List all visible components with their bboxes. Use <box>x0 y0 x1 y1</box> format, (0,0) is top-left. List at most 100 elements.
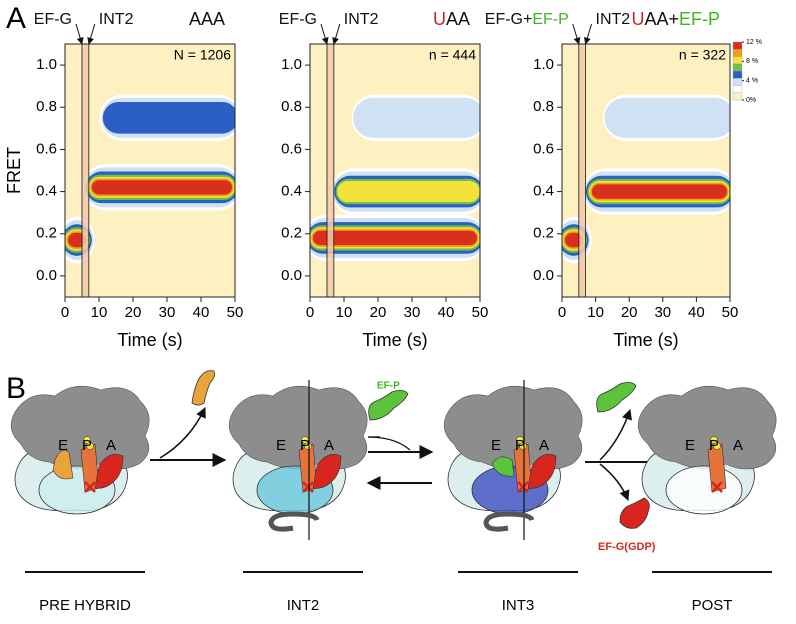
title-part: U <box>433 9 446 29</box>
site-label: P <box>515 437 525 454</box>
annotation: INT2 <box>596 11 631 28</box>
stage-label: INT3 <box>502 597 535 614</box>
annotation-part: EF-G <box>279 11 317 28</box>
chart-title: UAA <box>433 9 470 29</box>
efp-icon <box>368 390 409 421</box>
annotation-arrow <box>87 23 96 45</box>
x-tick-label: 40 <box>193 304 210 321</box>
contour-level <box>68 232 86 248</box>
site-label: E <box>685 437 695 454</box>
colorbar-swatch <box>732 63 743 72</box>
x-tick-label: 50 <box>472 304 489 321</box>
colorbar-swatch <box>732 49 743 57</box>
x-axis-label: Time (s) <box>613 330 678 350</box>
peptide <box>304 442 312 450</box>
plot-frame <box>309 43 481 298</box>
annotation: EF-G <box>34 11 72 28</box>
x-tick-label: 0 <box>558 304 566 321</box>
colorbar-label: 0% <box>746 97 756 104</box>
y-tick-label: 0.0 <box>533 267 554 284</box>
large-subunit <box>637 385 777 470</box>
x-tick-label: 10 <box>587 304 604 321</box>
efg-icon <box>619 497 650 529</box>
x-tick-label: 40 <box>688 304 705 321</box>
arrow <box>367 436 411 451</box>
x-tick-label: 30 <box>654 304 671 321</box>
annotation-part: EF-P <box>532 11 568 28</box>
efp-bound <box>491 456 515 477</box>
panel-label: B <box>6 372 26 405</box>
contour-level <box>313 230 477 246</box>
y-tick-label: 0.2 <box>281 225 302 242</box>
colorbar-swatch <box>732 92 743 101</box>
y-tick-label: 1.0 <box>36 56 57 73</box>
y-tick-label: 0.8 <box>533 98 554 115</box>
x-tick-label: 30 <box>404 304 421 321</box>
arrow <box>599 463 630 501</box>
y-axis-label: FRET <box>4 147 24 194</box>
contour-level <box>102 101 235 134</box>
e-trna <box>52 449 74 480</box>
stage-label: POST <box>692 597 733 614</box>
colorbar-label: 4 % <box>746 78 758 85</box>
annotation-arrow <box>320 23 329 45</box>
rotation <box>268 511 320 532</box>
contour-level <box>591 184 727 199</box>
arrow <box>159 407 206 459</box>
colorbar-swatch <box>732 56 743 64</box>
arrow <box>599 409 632 461</box>
contours <box>310 94 480 262</box>
x-tick-label: 0 <box>306 304 314 321</box>
annotation-arrow <box>572 23 581 45</box>
peptide <box>713 442 721 450</box>
band <box>81 43 90 298</box>
n-label: n = 322 <box>679 47 726 63</box>
site-label: A <box>324 437 334 454</box>
annotation-part: INT2 <box>344 11 379 28</box>
y-tick-label: 1.0 <box>281 56 302 73</box>
band <box>578 43 587 298</box>
title-part: AA+ <box>644 9 679 29</box>
y-tick-label: 0.6 <box>533 140 554 157</box>
y-tick-label: 0.8 <box>36 98 57 115</box>
colorbar-swatch <box>732 78 743 86</box>
annotation-part: EF-G+ <box>485 11 533 28</box>
site-label: A <box>733 437 743 454</box>
y-tick-label: 0.4 <box>533 183 554 200</box>
n-label: n = 444 <box>429 47 476 63</box>
contours <box>65 94 235 264</box>
x-axis-label: Time (s) <box>117 330 182 350</box>
annotation: EF-G <box>279 11 317 28</box>
site-label: P <box>82 437 92 454</box>
title-part: EF-P <box>679 9 720 29</box>
annotation-part: INT2 <box>596 11 631 28</box>
chart-title: UAA+EF-P <box>631 9 720 29</box>
large-subunit <box>10 385 150 470</box>
colorbar-swatch <box>732 85 743 93</box>
site-label: E <box>491 437 501 454</box>
y-tick-label: 0.0 <box>281 267 302 284</box>
site-label: P <box>709 437 719 454</box>
band <box>326 43 335 298</box>
peptide <box>519 442 527 450</box>
colorbar-swatch <box>732 70 743 79</box>
efp-icon <box>596 382 637 413</box>
annotation-arrow <box>75 23 84 45</box>
efg-label: EF-G(GDP) <box>598 541 656 553</box>
peptide <box>710 436 718 444</box>
x-mark <box>84 481 96 493</box>
contour-level <box>337 181 480 203</box>
y-tick-label: 0.6 <box>281 140 302 157</box>
panel-label: A <box>6 2 26 35</box>
annotation: INT2 <box>99 11 134 28</box>
contour-level <box>604 97 730 138</box>
title-part: AAA <box>189 9 225 29</box>
a-trna <box>94 454 124 489</box>
site-label: P <box>300 437 310 454</box>
stage-label: INT2 <box>287 597 320 614</box>
trna-icon <box>191 370 215 406</box>
chart-title: AAA <box>189 9 225 29</box>
